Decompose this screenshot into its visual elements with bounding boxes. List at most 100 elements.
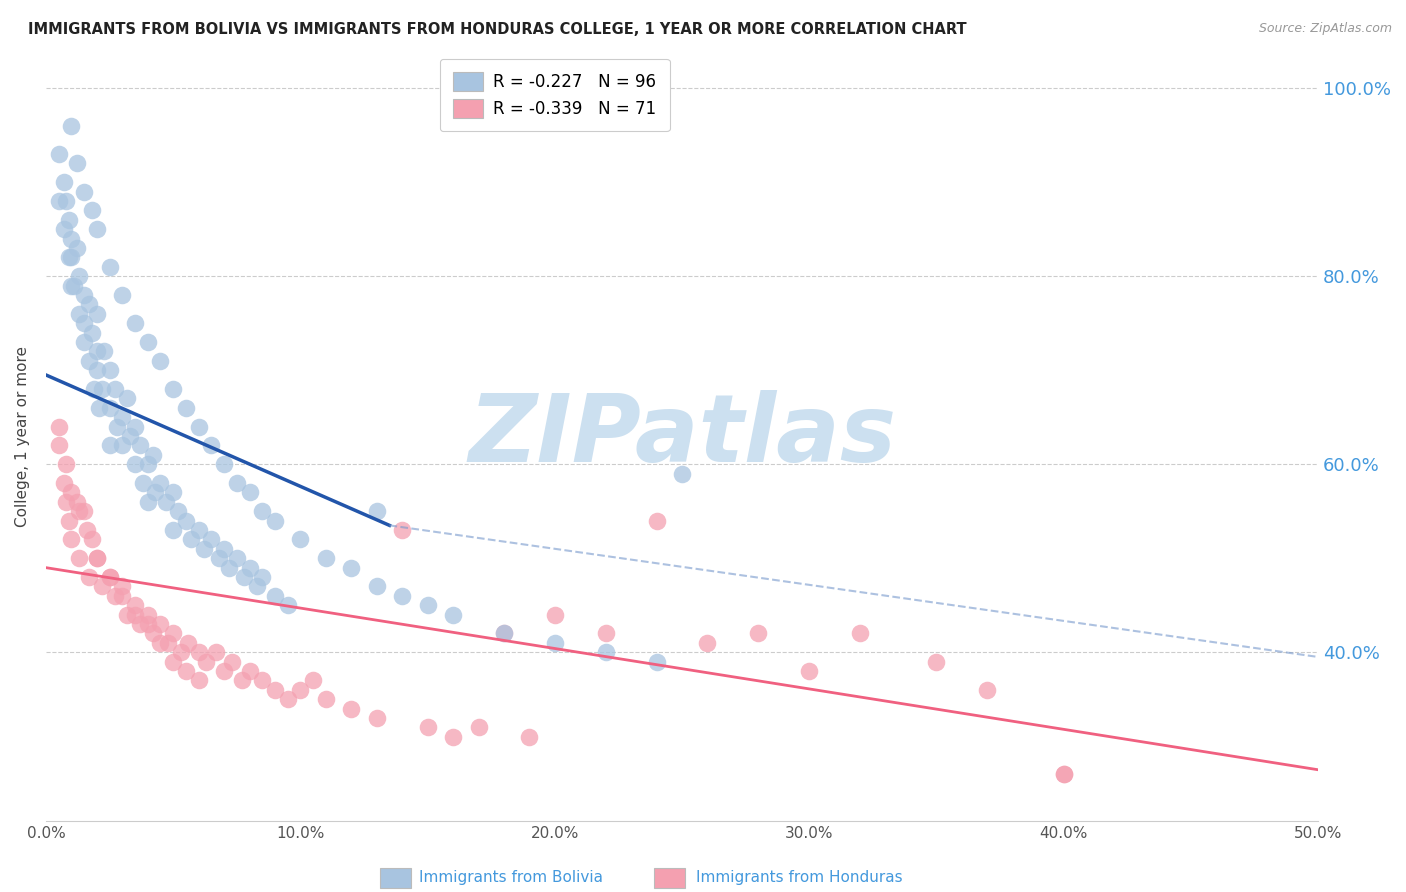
Point	[976, 682, 998, 697]
Point	[849, 626, 872, 640]
Point	[73, 316, 96, 330]
Point	[60, 533, 83, 547]
Point	[441, 607, 464, 622]
Point	[48, 438, 70, 452]
Point	[174, 514, 197, 528]
Point	[149, 476, 172, 491]
Point	[149, 636, 172, 650]
Point	[252, 673, 274, 688]
Point	[595, 626, 617, 640]
Point	[58, 251, 80, 265]
Point	[366, 579, 388, 593]
Point	[391, 589, 413, 603]
Text: Immigrants from Bolivia: Immigrants from Bolivia	[419, 871, 603, 885]
Point	[252, 504, 274, 518]
Point	[118, 429, 141, 443]
Point	[124, 599, 146, 613]
Point	[80, 203, 103, 218]
Point	[1053, 767, 1076, 781]
Point	[162, 382, 184, 396]
Point	[111, 288, 134, 302]
Point	[73, 288, 96, 302]
Point	[238, 485, 260, 500]
Point	[86, 363, 108, 377]
Point	[238, 664, 260, 678]
Point	[340, 701, 363, 715]
Point	[246, 579, 269, 593]
Point	[142, 626, 165, 640]
Point	[131, 476, 153, 491]
Point	[467, 721, 489, 735]
Point	[136, 334, 159, 349]
Point	[77, 354, 100, 368]
Text: ZIPatlas: ZIPatlas	[468, 390, 896, 482]
Point	[104, 382, 127, 396]
Point	[136, 495, 159, 509]
Point	[124, 457, 146, 471]
Point	[89, 401, 111, 415]
Point	[290, 533, 312, 547]
Point	[264, 514, 287, 528]
Point	[98, 401, 121, 415]
Point	[124, 316, 146, 330]
Point	[200, 533, 222, 547]
Point	[55, 457, 77, 471]
Point	[595, 645, 617, 659]
Point	[136, 617, 159, 632]
Point	[174, 401, 197, 415]
Point	[117, 392, 139, 406]
Point	[111, 438, 134, 452]
Y-axis label: College, 1 year or more: College, 1 year or more	[15, 345, 30, 526]
Point	[544, 607, 567, 622]
Point	[366, 504, 388, 518]
Point	[302, 673, 325, 688]
Point	[925, 655, 948, 669]
Point	[187, 419, 209, 434]
Point	[60, 278, 83, 293]
Point	[416, 721, 439, 735]
Point	[52, 175, 75, 189]
Point	[48, 194, 70, 208]
Point	[366, 711, 388, 725]
Point	[221, 655, 243, 669]
Point	[696, 636, 718, 650]
Point	[205, 645, 228, 659]
Point	[52, 476, 75, 491]
Point	[340, 560, 363, 574]
Point	[86, 222, 108, 236]
Point	[544, 636, 567, 650]
Point	[747, 626, 769, 640]
Point	[80, 533, 103, 547]
Point	[208, 551, 231, 566]
Point	[195, 655, 218, 669]
Point	[315, 692, 337, 706]
Point	[86, 344, 108, 359]
Point	[67, 269, 90, 284]
Point	[129, 438, 152, 452]
Point	[83, 382, 105, 396]
Point	[200, 438, 222, 452]
Point	[157, 636, 180, 650]
Point	[98, 570, 121, 584]
Point	[441, 730, 464, 744]
Point	[55, 194, 77, 208]
Point	[65, 156, 87, 170]
Point	[177, 636, 200, 650]
Point	[86, 307, 108, 321]
Point	[48, 147, 70, 161]
Point	[136, 457, 159, 471]
Point	[233, 570, 256, 584]
Point	[238, 560, 260, 574]
Point	[162, 626, 184, 640]
Point	[60, 232, 83, 246]
Point	[73, 334, 96, 349]
Text: Source: ZipAtlas.com: Source: ZipAtlas.com	[1258, 22, 1392, 36]
Point	[67, 551, 90, 566]
Point	[174, 664, 197, 678]
Point	[155, 495, 177, 509]
Point	[111, 589, 134, 603]
Point	[391, 523, 413, 537]
Point	[105, 419, 128, 434]
Point	[73, 185, 96, 199]
Point	[73, 504, 96, 518]
